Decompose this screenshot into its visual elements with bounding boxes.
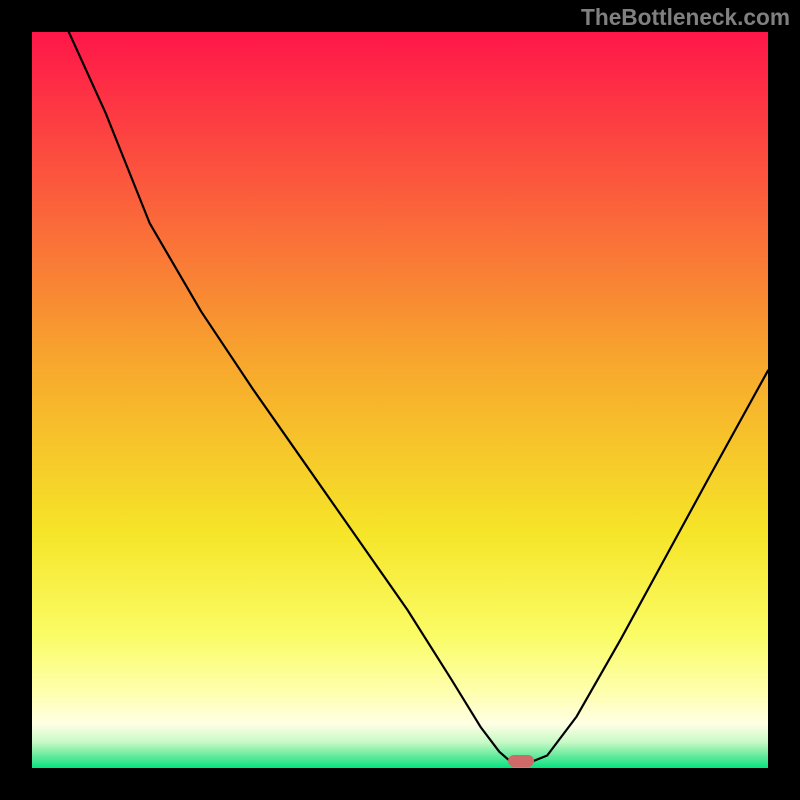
optimal-point-marker — [508, 755, 534, 767]
chart-stage: TheBottleneck.com — [0, 0, 800, 800]
bottleneck-plot — [0, 0, 800, 800]
watermark-text: TheBottleneck.com — [581, 4, 790, 31]
gradient-background — [32, 32, 768, 768]
